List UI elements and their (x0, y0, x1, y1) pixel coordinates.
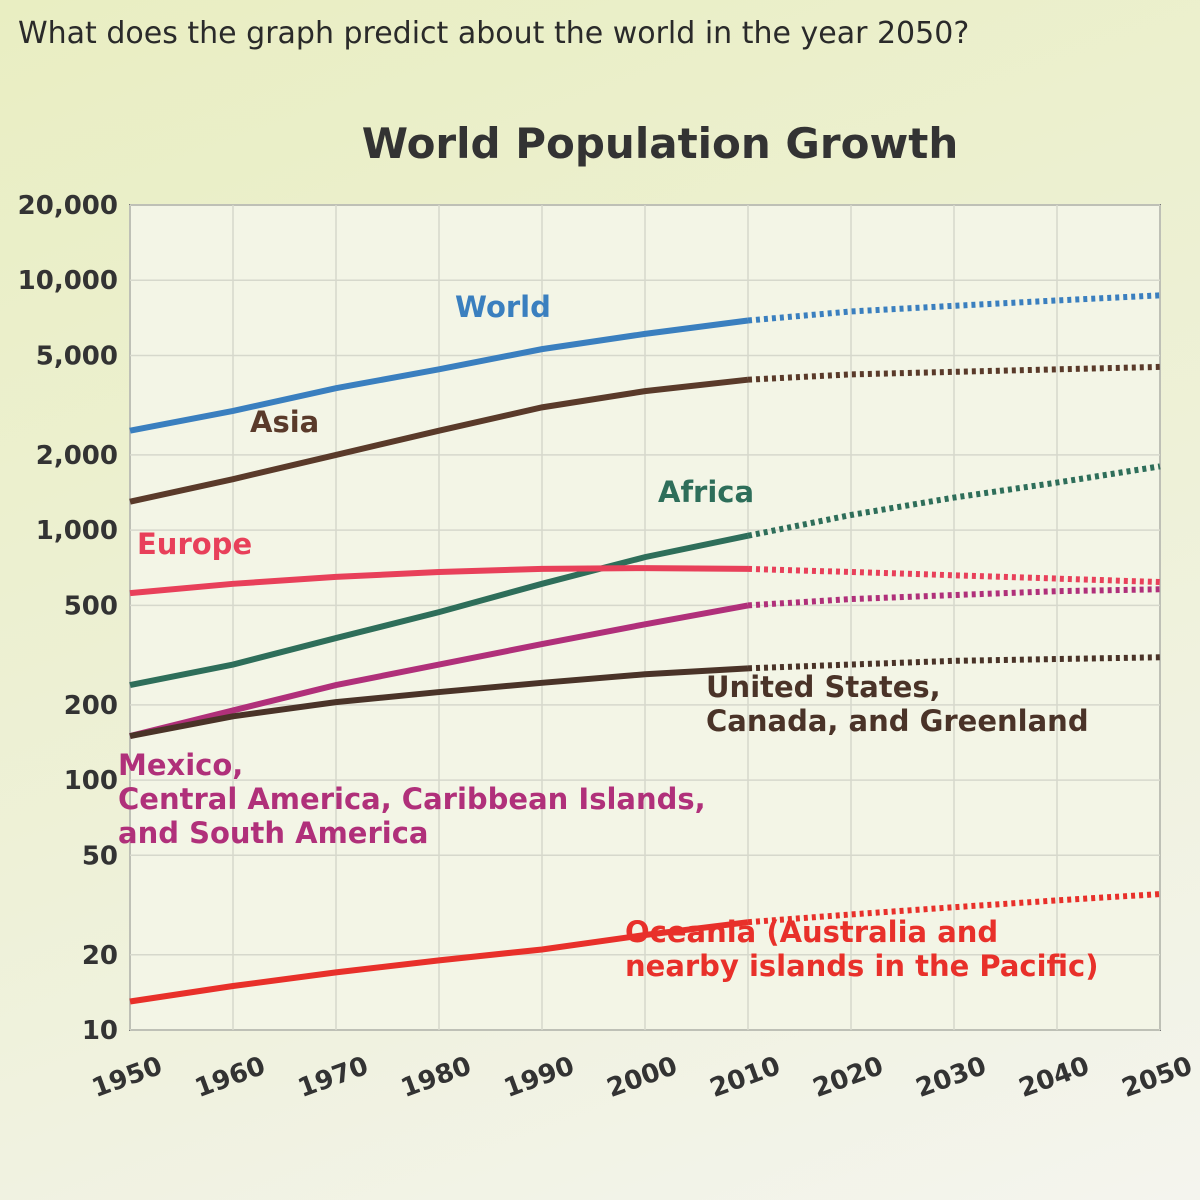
series-line (129, 665, 749, 740)
projection-line (747, 463, 1161, 539)
series-line (129, 532, 749, 688)
question: What does the graph predict about the wo… (18, 16, 970, 51)
y-tick-label: 100 (64, 766, 118, 796)
series-line (129, 317, 749, 434)
series-label: United States, Canada, and Greenland (706, 670, 1089, 738)
series-label: Europe (137, 527, 253, 561)
y-tick-label: 200 (64, 691, 118, 721)
series-line (129, 376, 749, 505)
y-tick-label: 2,000 (36, 441, 118, 471)
x-tick-label: 1970 (294, 1051, 372, 1104)
x-tick-label: 2000 (603, 1051, 681, 1104)
series-label: Oceania (Australia and nearby islands in… (625, 915, 1099, 983)
x-tick-label: 2020 (809, 1051, 887, 1104)
x-tick-label: 1950 (88, 1051, 166, 1104)
x-tick-label: 2010 (706, 1051, 784, 1104)
y-tick-label: 20,000 (18, 191, 118, 221)
x-tick-label: 1990 (500, 1051, 578, 1104)
projection-line (747, 891, 1161, 926)
x-tick-label: 2030 (912, 1051, 990, 1104)
chart-title: World Population Growth (362, 119, 959, 168)
y-tick-label: 5,000 (36, 341, 118, 371)
series-line (129, 919, 749, 1005)
y-tick-label: 50 (82, 841, 118, 871)
y-tick-label: 500 (64, 591, 118, 621)
series-label: Mexico, Central America, Caribbean Islan… (118, 748, 706, 850)
series-line (129, 565, 749, 597)
y-tick-label: 10,000 (18, 266, 118, 296)
series-label: Asia (250, 405, 320, 439)
y-tick-label: 10 (82, 1016, 118, 1046)
series-line (129, 602, 749, 739)
x-tick-label: 2050 (1118, 1051, 1196, 1104)
projection-line (747, 292, 1161, 324)
x-tick-label: 2040 (1015, 1051, 1093, 1104)
series-label: World (455, 290, 551, 324)
y-tick-label: 1,000 (36, 516, 118, 546)
series-label: Africa (658, 475, 755, 509)
y-tick-label: 20 (82, 941, 118, 971)
x-tick-label: 1980 (397, 1051, 475, 1104)
x-tick-label: 1960 (191, 1051, 269, 1104)
